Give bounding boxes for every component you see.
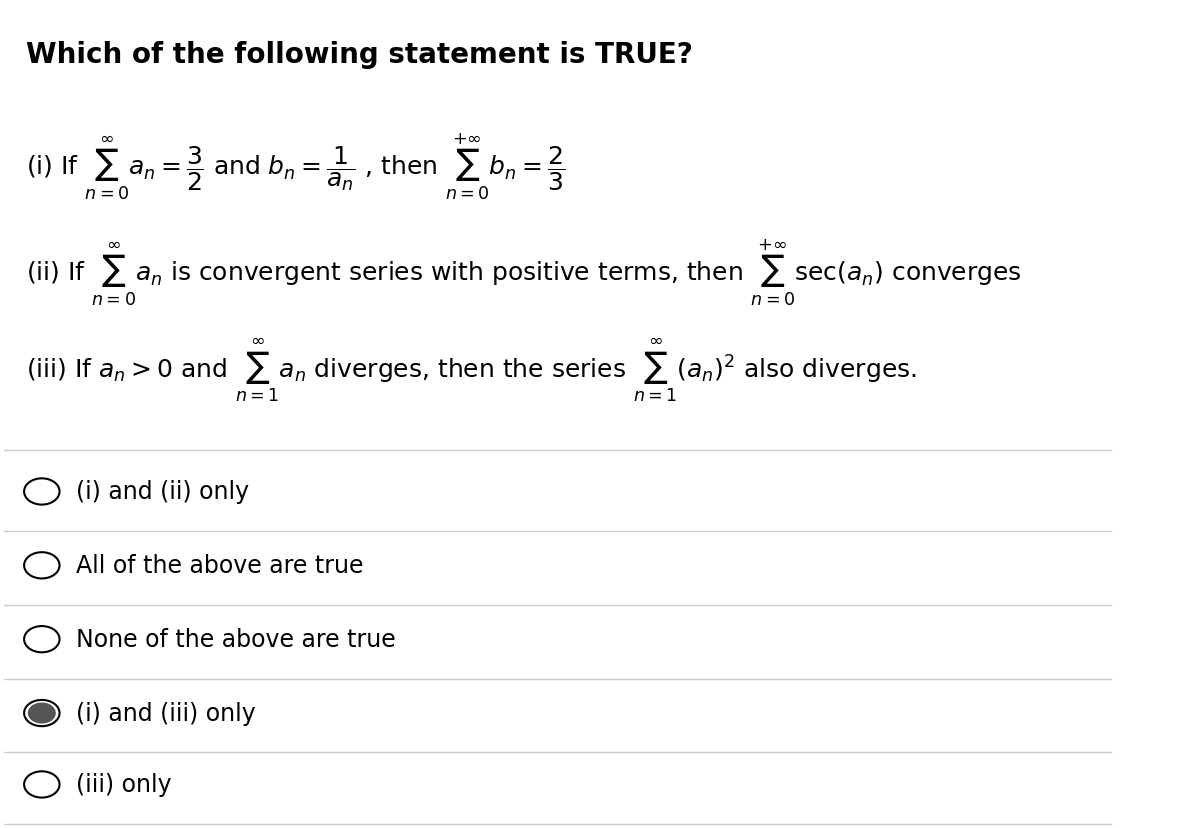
Text: Which of the following statement is TRUE?: Which of the following statement is TRUE… — [26, 41, 694, 69]
Circle shape — [29, 703, 55, 723]
Text: (i) and (ii) only: (i) and (ii) only — [76, 480, 250, 504]
Text: (iii) If $a_n > 0$ and $\sum_{n=1}^{\infty} a_n$ diverges, then the series $\sum: (iii) If $a_n > 0$ and $\sum_{n=1}^{\inf… — [26, 336, 917, 403]
Text: None of the above are true: None of the above are true — [76, 628, 396, 652]
Text: (ii) If $\sum_{n=0}^{\infty} a_n$ is convergent series with positive terms, then: (ii) If $\sum_{n=0}^{\infty} a_n$ is con… — [26, 238, 1022, 308]
Text: (iii) only: (iii) only — [76, 773, 172, 797]
Text: (i) If $\sum_{n=0}^{\infty} a_n = \dfrac{3}{2}$ and $b_n = \dfrac{1}{a_n}$ , the: (i) If $\sum_{n=0}^{\infty} a_n = \dfrac… — [26, 131, 565, 201]
Text: All of the above are true: All of the above are true — [76, 554, 364, 578]
Text: (i) and (iii) only: (i) and (iii) only — [76, 701, 256, 725]
